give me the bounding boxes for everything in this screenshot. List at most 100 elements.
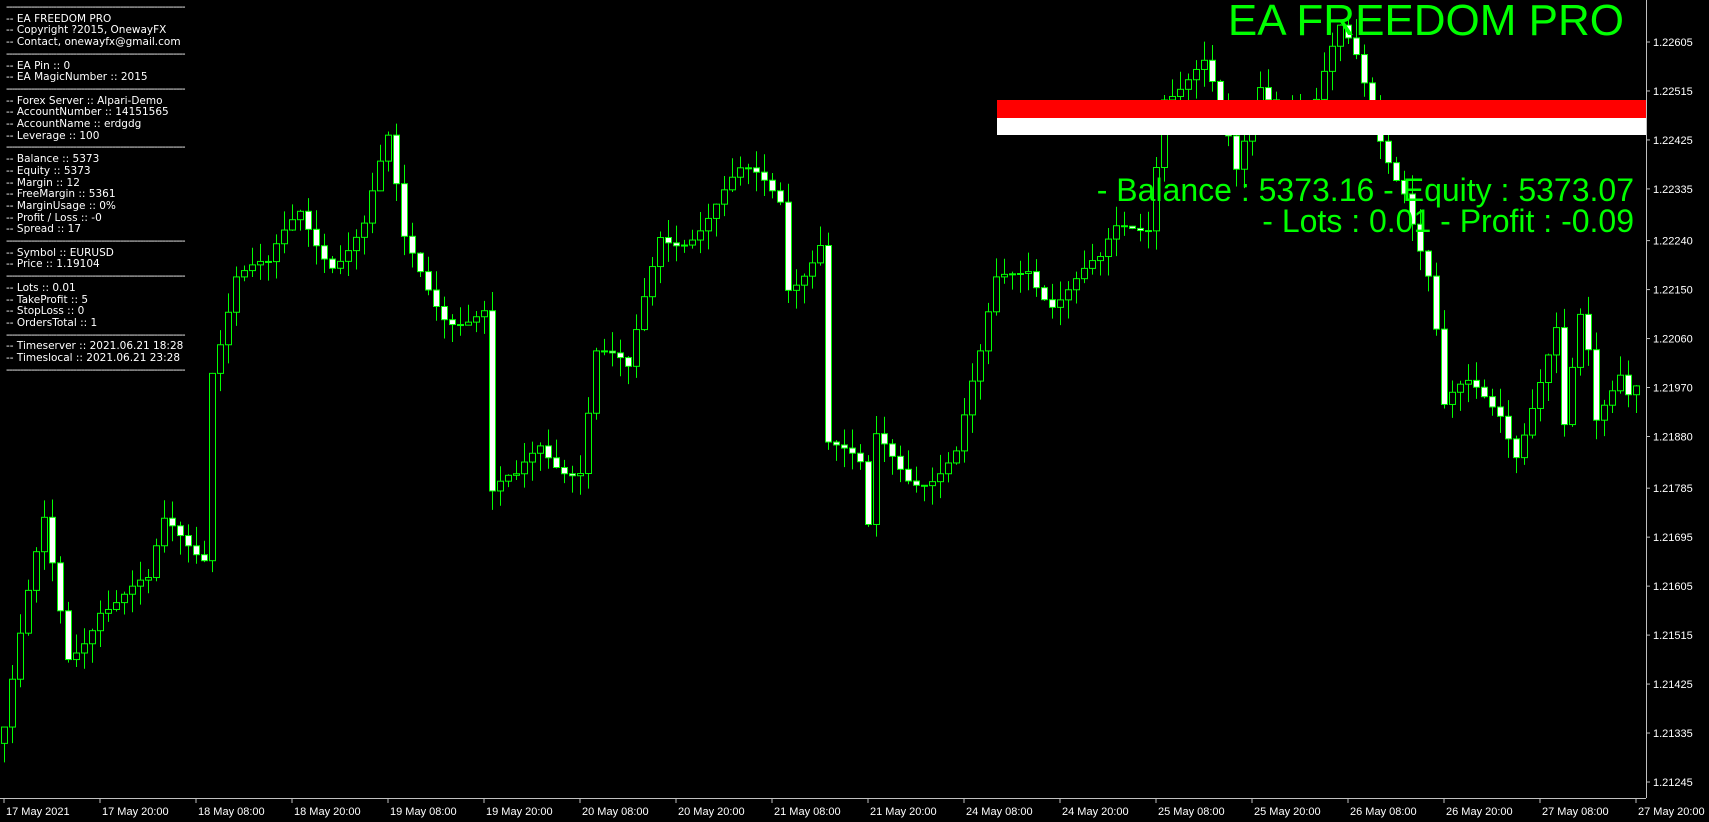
bull-candle bbox=[801, 275, 808, 286]
info-line: -- StopLoss :: 0 bbox=[6, 305, 85, 318]
bear-candle bbox=[49, 516, 56, 564]
bear-candle bbox=[665, 237, 672, 244]
bull-candle bbox=[1449, 391, 1456, 405]
price-tick-label: 1.21785 bbox=[1653, 483, 1693, 495]
bull-candle bbox=[793, 284, 800, 291]
bull-candle bbox=[1201, 59, 1208, 70]
bear-candle bbox=[457, 324, 464, 327]
bull-candle bbox=[33, 551, 40, 591]
bear-candle bbox=[1129, 225, 1136, 229]
price-tick-label: 1.21515 bbox=[1653, 630, 1693, 642]
price-tick-label: 1.22335 bbox=[1653, 184, 1693, 196]
info-line: -- Equity :: 5373 bbox=[6, 164, 91, 177]
bull-candle bbox=[705, 217, 712, 232]
bull-candle bbox=[817, 245, 824, 264]
bear-candle bbox=[193, 545, 200, 556]
lots-profit-label: - Lots : 0.01 - Profit : -0.09 bbox=[1262, 203, 1634, 239]
bull-candle bbox=[465, 321, 472, 326]
bull-candle bbox=[681, 244, 688, 247]
bear-candle bbox=[449, 319, 456, 326]
bear-candle bbox=[305, 210, 312, 230]
bull-candle bbox=[1, 726, 8, 744]
bear-candle bbox=[905, 468, 912, 482]
bull-candle bbox=[1177, 88, 1184, 97]
bull-candle bbox=[497, 480, 504, 492]
red-signal-bar bbox=[997, 100, 1646, 118]
bear-candle bbox=[625, 357, 632, 367]
info-line: -- Copyright ?2015, OnewayFX bbox=[6, 24, 167, 37]
bull-candle bbox=[473, 316, 480, 323]
bull-candle bbox=[17, 632, 24, 680]
bear-candle bbox=[1209, 59, 1216, 82]
bull-candle bbox=[961, 414, 968, 452]
time-tick-label: 19 May 08:00 bbox=[390, 806, 457, 818]
bear-candle bbox=[1041, 287, 1048, 301]
bull-candle bbox=[113, 602, 120, 610]
bear-candle bbox=[1121, 225, 1128, 228]
time-tick-label: 20 May 08:00 bbox=[582, 806, 649, 818]
info-line: -- Symbol :: EURUSD bbox=[6, 246, 114, 259]
bull-candle bbox=[633, 329, 640, 367]
bull-candle bbox=[233, 276, 240, 313]
bull-candle bbox=[1009, 273, 1016, 276]
bear-candle bbox=[881, 433, 888, 445]
info-line: -- EA Pin :: 0 bbox=[6, 59, 71, 72]
separator-line: ----------------------------------------… bbox=[6, 83, 185, 95]
bull-candle bbox=[41, 516, 48, 553]
bear-candle bbox=[849, 447, 856, 454]
separator-line: ----------------------------------------… bbox=[6, 271, 185, 283]
bear-candle bbox=[1473, 379, 1480, 388]
bear-candle bbox=[825, 245, 832, 443]
bull-candle bbox=[345, 250, 352, 262]
bull-candle bbox=[809, 262, 816, 277]
bull-candle bbox=[577, 473, 584, 477]
info-line: -- Profit / Loss :: -0 bbox=[6, 211, 102, 224]
bull-candle bbox=[537, 445, 544, 454]
bull-candle bbox=[713, 203, 720, 219]
bear-candle bbox=[1489, 396, 1496, 408]
bear-candle bbox=[57, 562, 64, 612]
bear-candle bbox=[1353, 37, 1360, 56]
bear-candle bbox=[1401, 179, 1408, 195]
bull-candle bbox=[209, 372, 216, 562]
bear-candle bbox=[1585, 313, 1592, 351]
info-line: -- AccountNumber :: 14151565 bbox=[6, 106, 169, 119]
bull-candle bbox=[145, 577, 152, 581]
bull-candle bbox=[1633, 385, 1640, 396]
bear-candle bbox=[1481, 386, 1488, 398]
bull-candle bbox=[873, 433, 880, 525]
bear-candle bbox=[569, 473, 576, 477]
bull-candle bbox=[105, 608, 112, 614]
time-tick-label: 27 May 20:00 bbox=[1638, 806, 1705, 818]
info-line: -- Timeslocal :: 2021.06.21 23:28 bbox=[6, 352, 181, 365]
bear-candle bbox=[265, 260, 272, 263]
bull-candle bbox=[1065, 289, 1072, 301]
bull-candle bbox=[945, 462, 952, 475]
bear-candle bbox=[1233, 135, 1240, 170]
time-tick-label: 27 May 08:00 bbox=[1542, 806, 1609, 818]
bull-candle bbox=[1465, 379, 1472, 385]
bull-candle bbox=[1001, 273, 1008, 278]
info-line: -- EA MagicNumber :: 2015 bbox=[6, 71, 148, 84]
bull-candle bbox=[1169, 95, 1176, 101]
bear-candle bbox=[617, 352, 624, 359]
bull-candle bbox=[1321, 70, 1328, 100]
bear-candle bbox=[321, 245, 328, 260]
bear-candle bbox=[1441, 328, 1448, 405]
bear-candle bbox=[785, 201, 792, 291]
bull-candle bbox=[369, 190, 376, 224]
bear-candle bbox=[329, 258, 336, 269]
time-tick-label: 24 May 08:00 bbox=[966, 806, 1033, 818]
info-line: -- MarginUsage :: 0% bbox=[6, 199, 116, 212]
bull-candle bbox=[377, 160, 384, 192]
bear-candle bbox=[401, 183, 408, 237]
price-tick-label: 1.21335 bbox=[1653, 728, 1693, 740]
bull-candle bbox=[729, 176, 736, 191]
bear-candle bbox=[833, 441, 840, 446]
bull-candle bbox=[89, 630, 96, 645]
time-tick-label: 18 May 08:00 bbox=[198, 806, 265, 818]
bull-candle bbox=[737, 167, 744, 178]
bull-candle bbox=[1521, 434, 1528, 459]
bull-candle bbox=[985, 311, 992, 352]
